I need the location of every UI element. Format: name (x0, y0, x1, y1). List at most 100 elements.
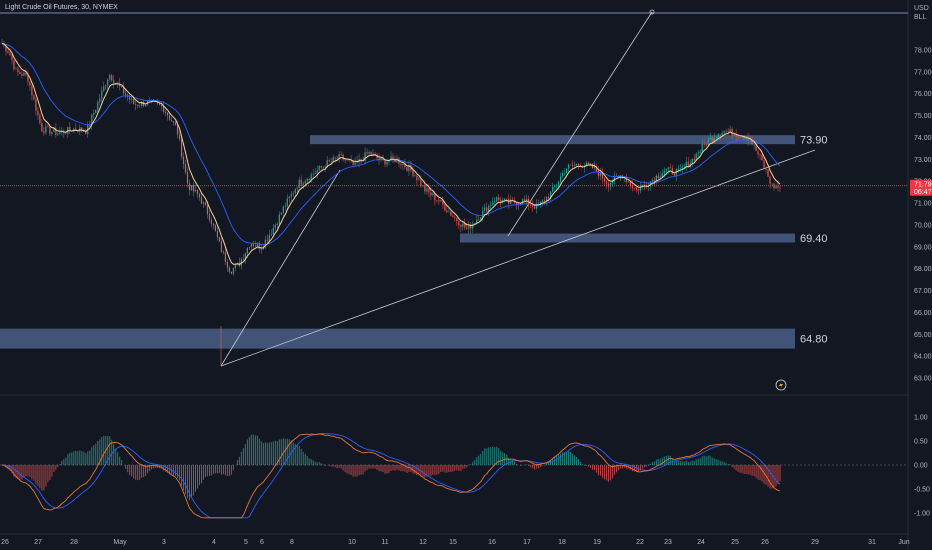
candle-body (607, 183, 610, 187)
histogram-bar (645, 465, 647, 467)
histogram-bar (599, 465, 601, 476)
histogram-bar (364, 465, 366, 472)
candle-body (21, 74, 23, 76)
candle-body (208, 214, 211, 220)
trendline-projection[interactable] (507, 11, 653, 237)
histogram-bar (653, 461, 655, 465)
histogram-bar (587, 465, 589, 467)
histogram-bar (246, 439, 248, 465)
oscillator-axis[interactable]: 1.00 0.50 0.00 -0.50 -1.00 (914, 415, 930, 518)
histogram-bar (591, 465, 593, 470)
histogram-bar (13, 465, 15, 477)
oscillator-tick-label: 0.00 (914, 463, 928, 470)
histogram-bar (252, 434, 254, 465)
candle-body (731, 128, 733, 136)
histogram-bar (236, 459, 238, 465)
histogram-bar (254, 435, 256, 465)
histogram-bar (153, 465, 155, 469)
candles-group[interactable] (1, 38, 781, 276)
time-tick-label: 8 (290, 539, 294, 546)
candle-body (532, 205, 534, 207)
current-price-badge: 71.79 06:47 (910, 179, 932, 196)
histogram-bar (91, 447, 93, 465)
candle-body (430, 192, 432, 196)
price-axis[interactable]: 78.0077.0076.0075.0074.0073.0072.0071.00… (914, 48, 932, 383)
histogram-bar (200, 465, 202, 484)
trendline-end-handle[interactable] (649, 9, 655, 15)
candle-body (512, 199, 514, 201)
histogram-bar (31, 465, 33, 480)
histogram-bar (81, 451, 83, 465)
histogram-bar (609, 465, 611, 481)
histogram-bar (532, 465, 534, 469)
histogram-bar (400, 465, 402, 472)
histogram-bar (256, 435, 258, 465)
histogram-bar (687, 461, 689, 465)
zone-box-2[interactable] (0, 328, 795, 349)
ma-fast-line (1, 43, 781, 265)
candle-body (695, 153, 697, 161)
candle-body (416, 175, 418, 181)
candle-body (478, 219, 480, 221)
candle-body (296, 187, 298, 190)
histogram-bar (422, 465, 424, 477)
candle-body (510, 199, 512, 204)
histogram-bar (29, 465, 31, 477)
candle-body (5, 45, 7, 52)
histogram-bar (721, 461, 723, 465)
histogram-bar (578, 459, 580, 465)
candle-body (260, 248, 262, 250)
candle-body (141, 101, 143, 106)
candle-body (625, 177, 627, 182)
histogram-bar (65, 457, 67, 465)
candle-body (639, 186, 641, 191)
histogram-bar (278, 439, 280, 465)
histogram-bar (242, 448, 244, 465)
histogram-bar (59, 463, 61, 465)
trendline-left-channel[interactable] (220, 169, 341, 367)
candle-body (69, 126, 71, 131)
histogram-bar (444, 465, 446, 473)
zone-box-0[interactable] (310, 135, 795, 145)
candle-body (553, 186, 556, 188)
histogram-bar (404, 465, 406, 472)
candle-body (366, 152, 368, 154)
histogram-bar (129, 465, 131, 476)
candle-body (276, 223, 278, 225)
histogram-bar (131, 465, 133, 477)
candle-body (37, 110, 39, 116)
histogram-bar (11, 465, 13, 474)
histogram-bar (218, 465, 220, 474)
candle-body (440, 199, 442, 202)
zone-box-1[interactable] (460, 233, 795, 243)
histogram-bar (366, 465, 368, 470)
candle-body (705, 144, 707, 146)
candle-body (567, 164, 570, 169)
histogram-bar (562, 452, 564, 465)
candle-body (390, 156, 392, 161)
histogram-bar (334, 465, 336, 468)
candle-body (651, 179, 653, 182)
time-tick-label: 11 (381, 539, 388, 546)
candle-body (530, 204, 532, 206)
histogram-bar (296, 445, 298, 465)
chart-title[interactable]: Light Crude Oil Futures, 30, NYMEX (5, 4, 118, 11)
candle-body (534, 206, 536, 209)
lightning-icon[interactable] (775, 379, 787, 391)
histogram-bar (542, 465, 544, 466)
candle-body (601, 172, 604, 179)
candle-body (775, 185, 777, 189)
histogram-bar (723, 461, 725, 465)
candle-body (464, 223, 466, 228)
time-axis[interactable]: 26 27 28 May 3 4 5 6 8 10 11 12 15 16 17 18 19 22 23 24 25 26… (1, 539, 910, 546)
histogram-bar (568, 451, 570, 465)
histogram-bar (206, 465, 208, 477)
candle-body (246, 247, 248, 254)
candle-body (412, 170, 414, 176)
candle-body (488, 205, 490, 212)
price-tick-label: 77.00 (914, 69, 932, 76)
time-tick-label: 18 (558, 539, 566, 546)
candle-body (192, 185, 195, 192)
candle-body (266, 239, 268, 241)
